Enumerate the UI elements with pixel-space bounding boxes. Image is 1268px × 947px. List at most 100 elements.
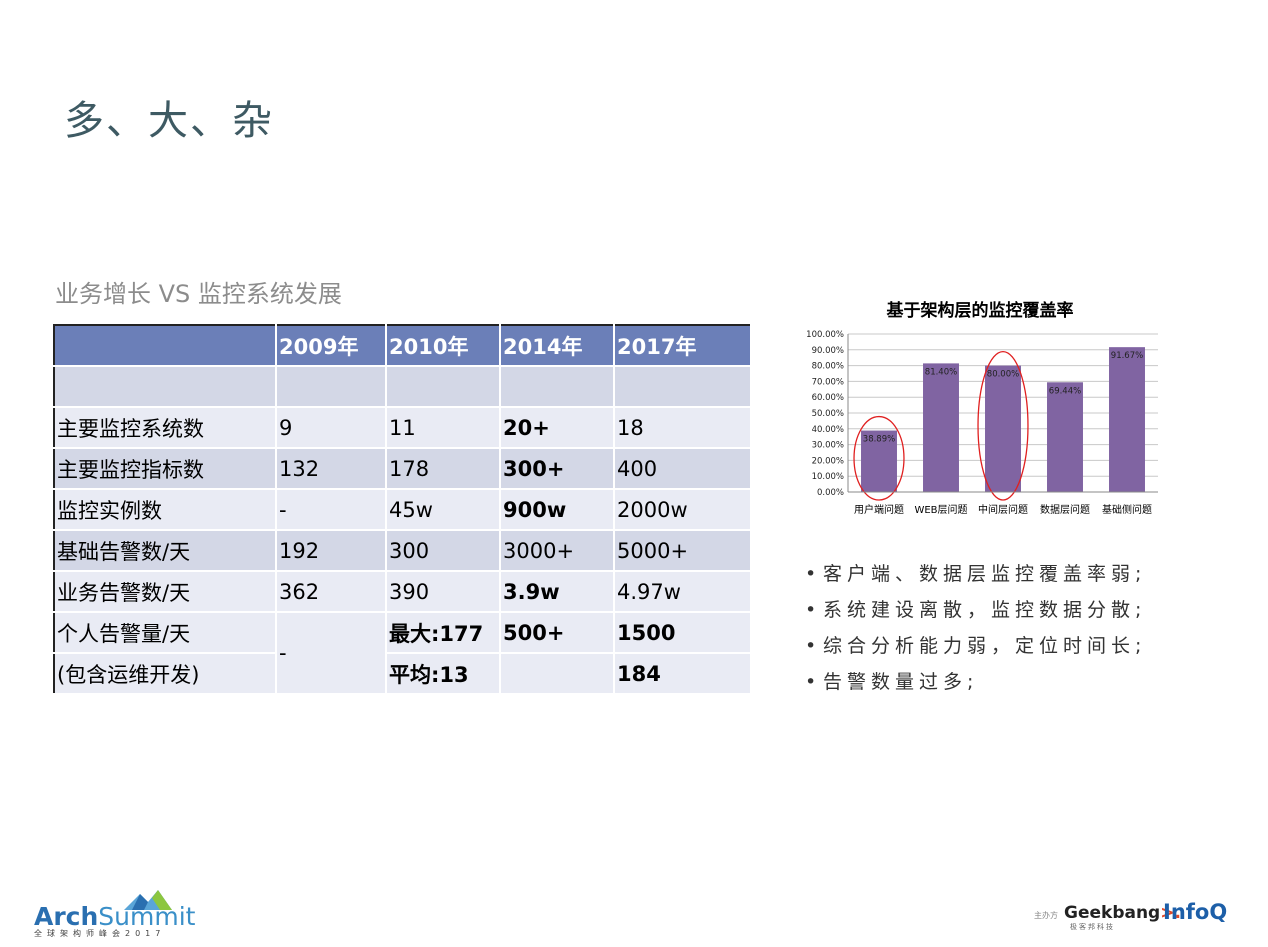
y-tick-label: 0.00% bbox=[817, 488, 844, 498]
bullet-text: 客户端、数据层监控覆盖率弱; bbox=[823, 563, 1147, 585]
table-header-cell: 2014年 bbox=[500, 325, 615, 367]
table-cell: 最大:177 bbox=[386, 612, 501, 654]
highlight-circle bbox=[853, 415, 905, 501]
mountain-icon bbox=[124, 890, 172, 910]
table-cell: 192 bbox=[276, 530, 387, 572]
data-label: 38.89% bbox=[863, 435, 895, 445]
row-label: 业务告警数/天 bbox=[54, 571, 277, 613]
slide-subtitle: 业务增长 VS 监控系统发展 bbox=[55, 280, 342, 308]
table-row: 主要监控系统数 9 11 20+ 18 bbox=[54, 407, 752, 449]
bullet-list: • 客户端、数据层监控覆盖率弱; • 系统建设离散，监控数据分散; • 综合分析能力弱… bbox=[805, 556, 1146, 700]
bullet-marker: • bbox=[805, 635, 817, 657]
table-cell: 18 bbox=[614, 407, 752, 449]
table-header-row: 2009年 2010年 2014年 2017年 bbox=[54, 325, 752, 367]
table-row: 基础告警数/天 192 300 3000+ 5000+ bbox=[54, 530, 752, 572]
bullet-text: 系统建设离散，监控数据分散; bbox=[823, 599, 1147, 621]
table-row: 业务告警数/天 362 390 3.9w 4.97w bbox=[54, 571, 752, 613]
table-row: 个人告警量/天 - 最大:177 500+ 1500 bbox=[54, 612, 752, 695]
table-cell bbox=[500, 366, 615, 408]
table-cell: 184 bbox=[614, 653, 752, 695]
table-row: 主要监控指标数 132 178 300+ 400 bbox=[54, 448, 752, 490]
y-tick-label: 30.00% bbox=[812, 441, 844, 451]
geekbang-logo: Geekbang>. bbox=[1064, 903, 1181, 923]
row-label: 主要监控指标数 bbox=[54, 448, 277, 490]
data-label: 81.40% bbox=[925, 367, 957, 377]
sponsor-label: 主办方 bbox=[1034, 911, 1058, 920]
logo-arch: Arch bbox=[34, 902, 99, 931]
bullet-text: 告警数量过多; bbox=[823, 671, 979, 693]
table-header-cell: 2017年 bbox=[614, 325, 752, 367]
table-cell: 11 bbox=[386, 407, 501, 449]
row-label: 基础告警数/天 bbox=[54, 530, 277, 572]
table-cell: 2000w bbox=[614, 489, 752, 531]
bullet-marker: • bbox=[805, 671, 817, 693]
y-tick-label: 70.00% bbox=[812, 377, 844, 387]
chart-bar bbox=[985, 365, 1021, 492]
table-cell: 900w bbox=[500, 489, 615, 531]
table-cell bbox=[54, 366, 277, 408]
table-header-cell: 2009年 bbox=[276, 325, 387, 367]
chart-bar bbox=[861, 430, 897, 492]
geekbang-subtitle: 极客邦科技 bbox=[1070, 923, 1115, 931]
y-tick-label: 90.00% bbox=[812, 346, 844, 356]
chart-bar bbox=[1047, 382, 1083, 492]
table-header-cell bbox=[54, 325, 277, 367]
x-tick-label: 中间层问题 bbox=[978, 503, 1028, 516]
y-tick-label: 60.00% bbox=[812, 393, 844, 403]
table-cell: 132 bbox=[276, 448, 387, 490]
table-cell: 500+ bbox=[500, 612, 615, 654]
table-header-cell: 2010年 bbox=[386, 325, 501, 367]
table-cell: 178 bbox=[386, 448, 501, 490]
geekbang-text: Geekbang bbox=[1064, 903, 1161, 923]
row-label: 主要监控系统数 bbox=[54, 407, 277, 449]
logo-wordmark: ArchSummit bbox=[34, 902, 195, 931]
y-tick-label: 20.00% bbox=[812, 456, 844, 466]
logo-subtitle: 全球架构师峰会2017 bbox=[34, 929, 166, 938]
slide-title: 多、大、杂 bbox=[64, 98, 274, 144]
row-label: 监控实例数 bbox=[54, 489, 277, 531]
table-cell: 5000+ bbox=[614, 530, 752, 572]
list-item: • 客户端、数据层监控覆盖率弱; bbox=[805, 556, 1146, 592]
archsummit-logo: ArchSummit 全球架构师峰会2017 bbox=[34, 888, 195, 940]
x-tick-label: WEB层问题 bbox=[914, 503, 967, 516]
table-cell: 300+ bbox=[500, 448, 615, 490]
table-cell: 9 bbox=[276, 407, 387, 449]
y-tick-label: 80.00% bbox=[812, 362, 844, 372]
data-label: 91.67% bbox=[1111, 351, 1143, 361]
table-cell bbox=[614, 366, 752, 408]
geekbang-arrow-icon: >. bbox=[1160, 903, 1181, 923]
table-cell: 390 bbox=[386, 571, 501, 613]
logo-summit: Summit bbox=[98, 902, 196, 931]
table-cell: 300 bbox=[386, 530, 501, 572]
table-cell: - bbox=[276, 612, 387, 695]
table-cell: 362 bbox=[276, 571, 387, 613]
chart-bar bbox=[1109, 347, 1145, 492]
y-tick-label: 10.00% bbox=[812, 472, 844, 482]
table-cell: 平均:13 bbox=[386, 653, 501, 695]
bullet-marker: • bbox=[805, 563, 817, 585]
table-cell: 3.9w bbox=[500, 571, 615, 613]
row-label: (包含运维开发) bbox=[54, 653, 277, 695]
table-cell bbox=[386, 366, 501, 408]
bullet-marker: • bbox=[805, 599, 817, 621]
bullet-text: 综合分析能力弱，定位时间长; bbox=[823, 635, 1147, 657]
y-tick-label: 100.00% bbox=[806, 330, 844, 340]
x-tick-label: 数据层问题 bbox=[1040, 503, 1090, 516]
highlight-circle bbox=[977, 350, 1029, 501]
infoq-logo: InfoQ bbox=[1163, 900, 1228, 924]
list-item: • 综合分析能力弱，定位时间长; bbox=[805, 628, 1146, 664]
x-tick-label: 用户端问题 bbox=[854, 503, 904, 516]
table-row: 监控实例数 - 45w 900w 2000w bbox=[54, 489, 752, 531]
chart-bar bbox=[923, 363, 959, 492]
table-cell: 45w bbox=[386, 489, 501, 531]
list-item: • 告警数量过多; bbox=[805, 664, 1146, 700]
table-cell bbox=[276, 366, 387, 408]
coverage-bar-chart: 0.00% 10.00% 20.00% 30.00% 40.00% 50.00% 60.00… bbox=[806, 330, 1158, 516]
table-cell: 3000+ bbox=[500, 530, 615, 572]
y-tick-label: 40.00% bbox=[812, 425, 844, 435]
growth-table: 2009年 2010年 2014年 2017年 主要监控系统数 9 11 20+… bbox=[53, 324, 752, 695]
data-label: 80.00% bbox=[987, 370, 1019, 380]
table-cell: - bbox=[276, 489, 387, 531]
x-tick-label: 基础侧问题 bbox=[1102, 503, 1152, 516]
table-cell: 1500 bbox=[614, 612, 752, 654]
